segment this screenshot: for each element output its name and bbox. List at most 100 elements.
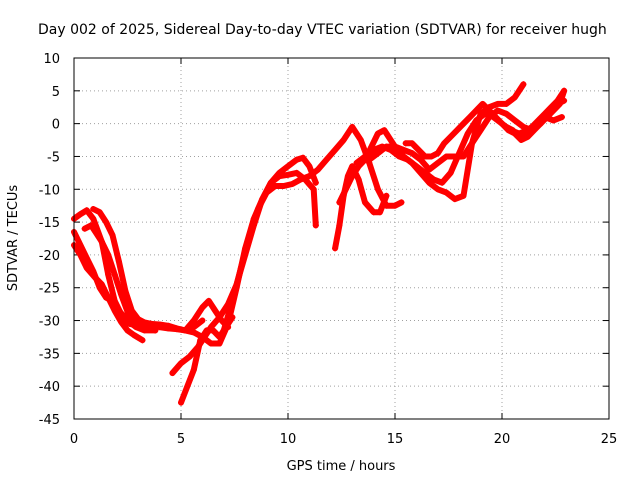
data-point (203, 327, 210, 334)
chart-title: Day 002 of 2025, Sidereal Day-to-day VTE… (38, 22, 607, 38)
data-point (558, 114, 565, 121)
data-point (276, 173, 283, 180)
data-point (92, 228, 99, 235)
data-point (130, 331, 137, 338)
data-point (111, 271, 118, 278)
data-point (220, 327, 227, 334)
data-point (124, 327, 131, 334)
data-point (383, 192, 390, 199)
y-axis-label: SDTVAR / TECUs (6, 185, 21, 292)
data-point (299, 154, 306, 161)
data-point (548, 104, 555, 111)
data-series (332, 163, 390, 252)
data-point (148, 320, 155, 327)
data-point (417, 156, 424, 163)
data-point (460, 153, 467, 160)
data-point (494, 100, 501, 107)
data-point (454, 127, 461, 134)
data-point (141, 319, 148, 326)
data-point (135, 316, 142, 323)
data-point (477, 127, 484, 134)
data-point (182, 327, 189, 334)
series-trace (332, 163, 390, 252)
data-point (374, 130, 381, 137)
x-tick-label: 10 (280, 432, 297, 447)
data-point (88, 222, 95, 229)
data-point (139, 337, 146, 344)
data-point (366, 156, 373, 163)
data-point (516, 133, 523, 140)
series-trace (182, 297, 232, 334)
data-point (156, 324, 163, 331)
data-point (349, 163, 356, 170)
data-point (443, 153, 450, 160)
data-point (184, 383, 191, 390)
data-point (105, 294, 112, 301)
data-point (312, 179, 319, 186)
y-tick-label: 10 (43, 52, 60, 67)
data-point (212, 307, 219, 314)
data-point (409, 150, 416, 157)
data-point (434, 160, 441, 167)
data-point (207, 340, 214, 347)
data-point (314, 166, 321, 173)
data-point (293, 156, 300, 163)
data-point (306, 173, 313, 180)
data-point (118, 291, 125, 298)
data-point (396, 153, 403, 160)
data-point (522, 130, 529, 137)
x-tick-label: 15 (387, 432, 404, 447)
data-point (451, 196, 458, 203)
grid-layer (73, 57, 610, 420)
data-point (492, 114, 499, 121)
data-point (237, 265, 244, 272)
data-point (285, 171, 291, 178)
x-tick-label: 20 (494, 432, 511, 447)
y-tick-label: -15 (39, 216, 60, 231)
data-point (473, 117, 480, 124)
data-point (98, 238, 105, 245)
data-point (115, 258, 122, 265)
data-point (77, 242, 84, 249)
data-point (105, 271, 112, 278)
series-trace (220, 123, 405, 334)
y-tick-label: -45 (39, 413, 60, 428)
data-point (387, 137, 394, 144)
data-point (77, 251, 84, 258)
data-point (109, 232, 116, 239)
data-point (460, 192, 467, 199)
data-point (362, 199, 369, 206)
data-point (561, 87, 568, 94)
data-point (503, 100, 510, 107)
data-point (336, 222, 343, 229)
data-point (210, 327, 217, 334)
data-point (383, 143, 390, 150)
data-point (169, 370, 176, 377)
data-point (511, 117, 518, 124)
data-series (169, 169, 319, 377)
data-point (81, 225, 88, 232)
y-tick-label: -5 (47, 150, 60, 165)
data-point (528, 123, 535, 130)
data-point (90, 215, 97, 222)
data-point (332, 146, 339, 153)
series-trace (169, 169, 319, 377)
data-point (340, 137, 347, 144)
data-point (272, 182, 279, 189)
data-point (197, 337, 204, 344)
y-tick-label: -30 (39, 315, 60, 330)
data-point (77, 211, 84, 218)
data-point (332, 245, 339, 252)
data-point (415, 146, 422, 153)
data-point (297, 176, 304, 183)
y-tick-label: -20 (39, 249, 60, 264)
series-layer (71, 81, 568, 406)
data-point (392, 202, 398, 209)
data-point (342, 186, 349, 193)
data-point (398, 199, 405, 206)
data-point (122, 288, 129, 295)
data-point (90, 205, 97, 212)
data-point (190, 366, 197, 373)
data-point (267, 179, 274, 186)
